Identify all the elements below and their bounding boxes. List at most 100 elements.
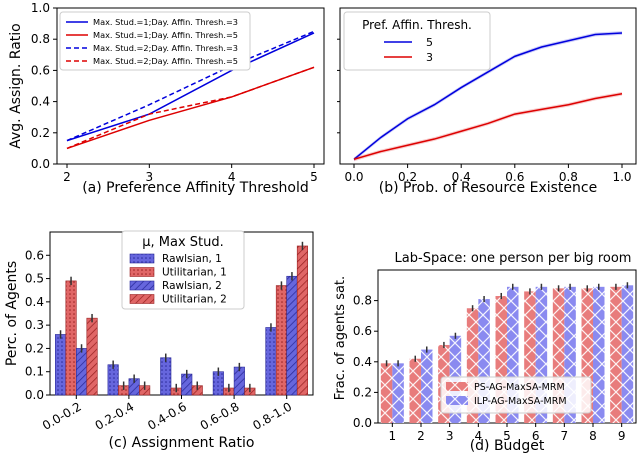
y-tick-label: 0.8 [353,294,372,308]
bar [54,334,67,396]
y-tick-label: 0.4 [25,295,44,309]
y-axis-label: Frac. of agents sat. [333,276,348,400]
y-axis-label: Perc. of Agents [4,261,20,366]
series-line [66,66,315,150]
legend-entry: Utilitarian, 2 [162,294,227,306]
x-tick-label: 4 [475,429,483,443]
series-line [66,66,315,150]
legend-swatch [129,294,155,304]
x-tick-label: 2 [417,429,425,443]
x-tick-label: 4 [228,170,236,184]
x-tick-label: 0.8 [559,170,578,184]
bar [160,357,172,396]
bar [466,308,479,423]
x-tick-label: 0.6 [505,170,524,184]
y-tick-label: 0.8 [31,32,50,46]
legend-frame [59,11,251,71]
legend-swatch [129,280,155,291]
plot-frame [339,7,637,165]
legend: PS-AG-MaxSA-MRM ILP-AG-MaxSA-MRM [440,376,592,414]
x-tick-label: 1.0 [612,170,631,184]
legend-swatch [129,253,155,264]
bar [535,286,548,423]
bar [564,286,576,423]
x-tick-label: 0.6-0.8 [198,399,242,432]
x-tick-label: 5 [503,429,511,443]
bar [409,358,421,423]
chart-title: Lab-Space: one person per big room [395,251,632,266]
legend-frame [343,11,491,71]
bar [76,348,88,396]
x-axis-label: (a) Preference Affinity Threshold [82,180,309,196]
bar [107,364,119,396]
bar [65,280,77,396]
y-tick-label: 0.0 [31,157,50,171]
y-tick-label: 0.6 [31,63,50,77]
y-tick-label: 0.0 [353,416,372,430]
y-tick-label: 0.2 [353,385,372,399]
bar [478,299,490,423]
x-tick-label: 0.8-1.0 [250,399,294,432]
y-tick-label: 1.0 [31,1,50,15]
bar [296,245,309,396]
legend-swatch [129,267,155,277]
bar [593,286,605,423]
x-tick-label: 5 [310,170,318,184]
legend-entry: ILP-AG-MaxSA-MRM [474,396,567,407]
series-line [353,32,623,160]
y-tick-label: 0.6 [353,324,372,338]
bar [286,275,298,396]
x-axis-label: (c) Assignment Ratio [109,435,255,451]
y-tick-label: 0.0 [25,388,44,402]
x-tick-label: 0.0 [344,170,363,184]
bar [524,291,536,423]
legend-title: μ, Max Stud. [142,235,224,250]
x-tick-label: 0.2-0.4 [93,399,137,432]
bar [275,285,288,396]
legend-entry: 3 [426,51,433,64]
panel-a: 0.0 0.2 0.4 0.6 0.8 1.0 2 3 4 5(a) Preference Aff… [8,1,325,196]
x-tick-label: 0.4-0.6 [145,399,189,432]
bar [421,349,433,423]
x-axis-label: (b) Prob. of Resource Existence [379,180,597,196]
y-tick-label: 0.2 [25,341,44,355]
bar [265,327,277,396]
legend-entry: Max. Stud.=1;Day. Affin. Thresh.=5 [93,30,238,40]
series-line [353,93,623,161]
y-tick-label: 0.2 [31,126,50,140]
legend-title: Pref. Affin. Thresh. [362,18,472,32]
x-tick-label: 8 [589,429,597,443]
y-tick-label: 0.6 [25,248,44,262]
series-band [354,91,622,162]
x-tick-label: 3 [146,170,154,184]
legend: μ, Max Stud. Rawlsian, 1 Utilitarian, 1Raw… [121,230,245,310]
y-tick-label: 0.3 [25,318,44,332]
legend-entry: Max. Stud.=2;Day. Affin. Thresh.=3 [93,43,238,53]
x-axis-label: (d) Budget [470,438,545,454]
x-tick-label: 2 [63,170,71,184]
x-tick-label: 0.4 [452,170,471,184]
bar [581,288,593,423]
bar [86,317,98,396]
legend-entry: 5 [426,36,433,49]
x-tick-label: 0.0-0.2 [40,399,84,432]
legend-entry: Rawlsian, 2 [162,280,222,292]
plot-frame [56,7,325,165]
y-axis-label: Avg. Assign. Ratio [8,23,24,149]
x-tick-label: 6 [532,429,540,443]
panel-b: 0.0 0.2 0.4 0.6 0.8 1.0 (b) Prob. of Resource … [337,7,637,196]
bar [610,286,622,423]
legend-entry: Max. Stud.=2;Day. Affin. Thresh.=5 [93,56,238,66]
legend-swatch [446,382,468,391]
bar [621,285,634,423]
bar [552,288,565,423]
x-tick-label: 1 [389,429,397,443]
bar [392,363,404,423]
legend-frame [440,376,592,414]
x-tick-label: 9 [618,429,626,443]
legend-entry: PS-AG-MaxSA-MRM [474,382,565,393]
legend-swatch [446,396,468,405]
x-tick-label: 0.2 [398,170,417,184]
series-line [66,32,315,142]
